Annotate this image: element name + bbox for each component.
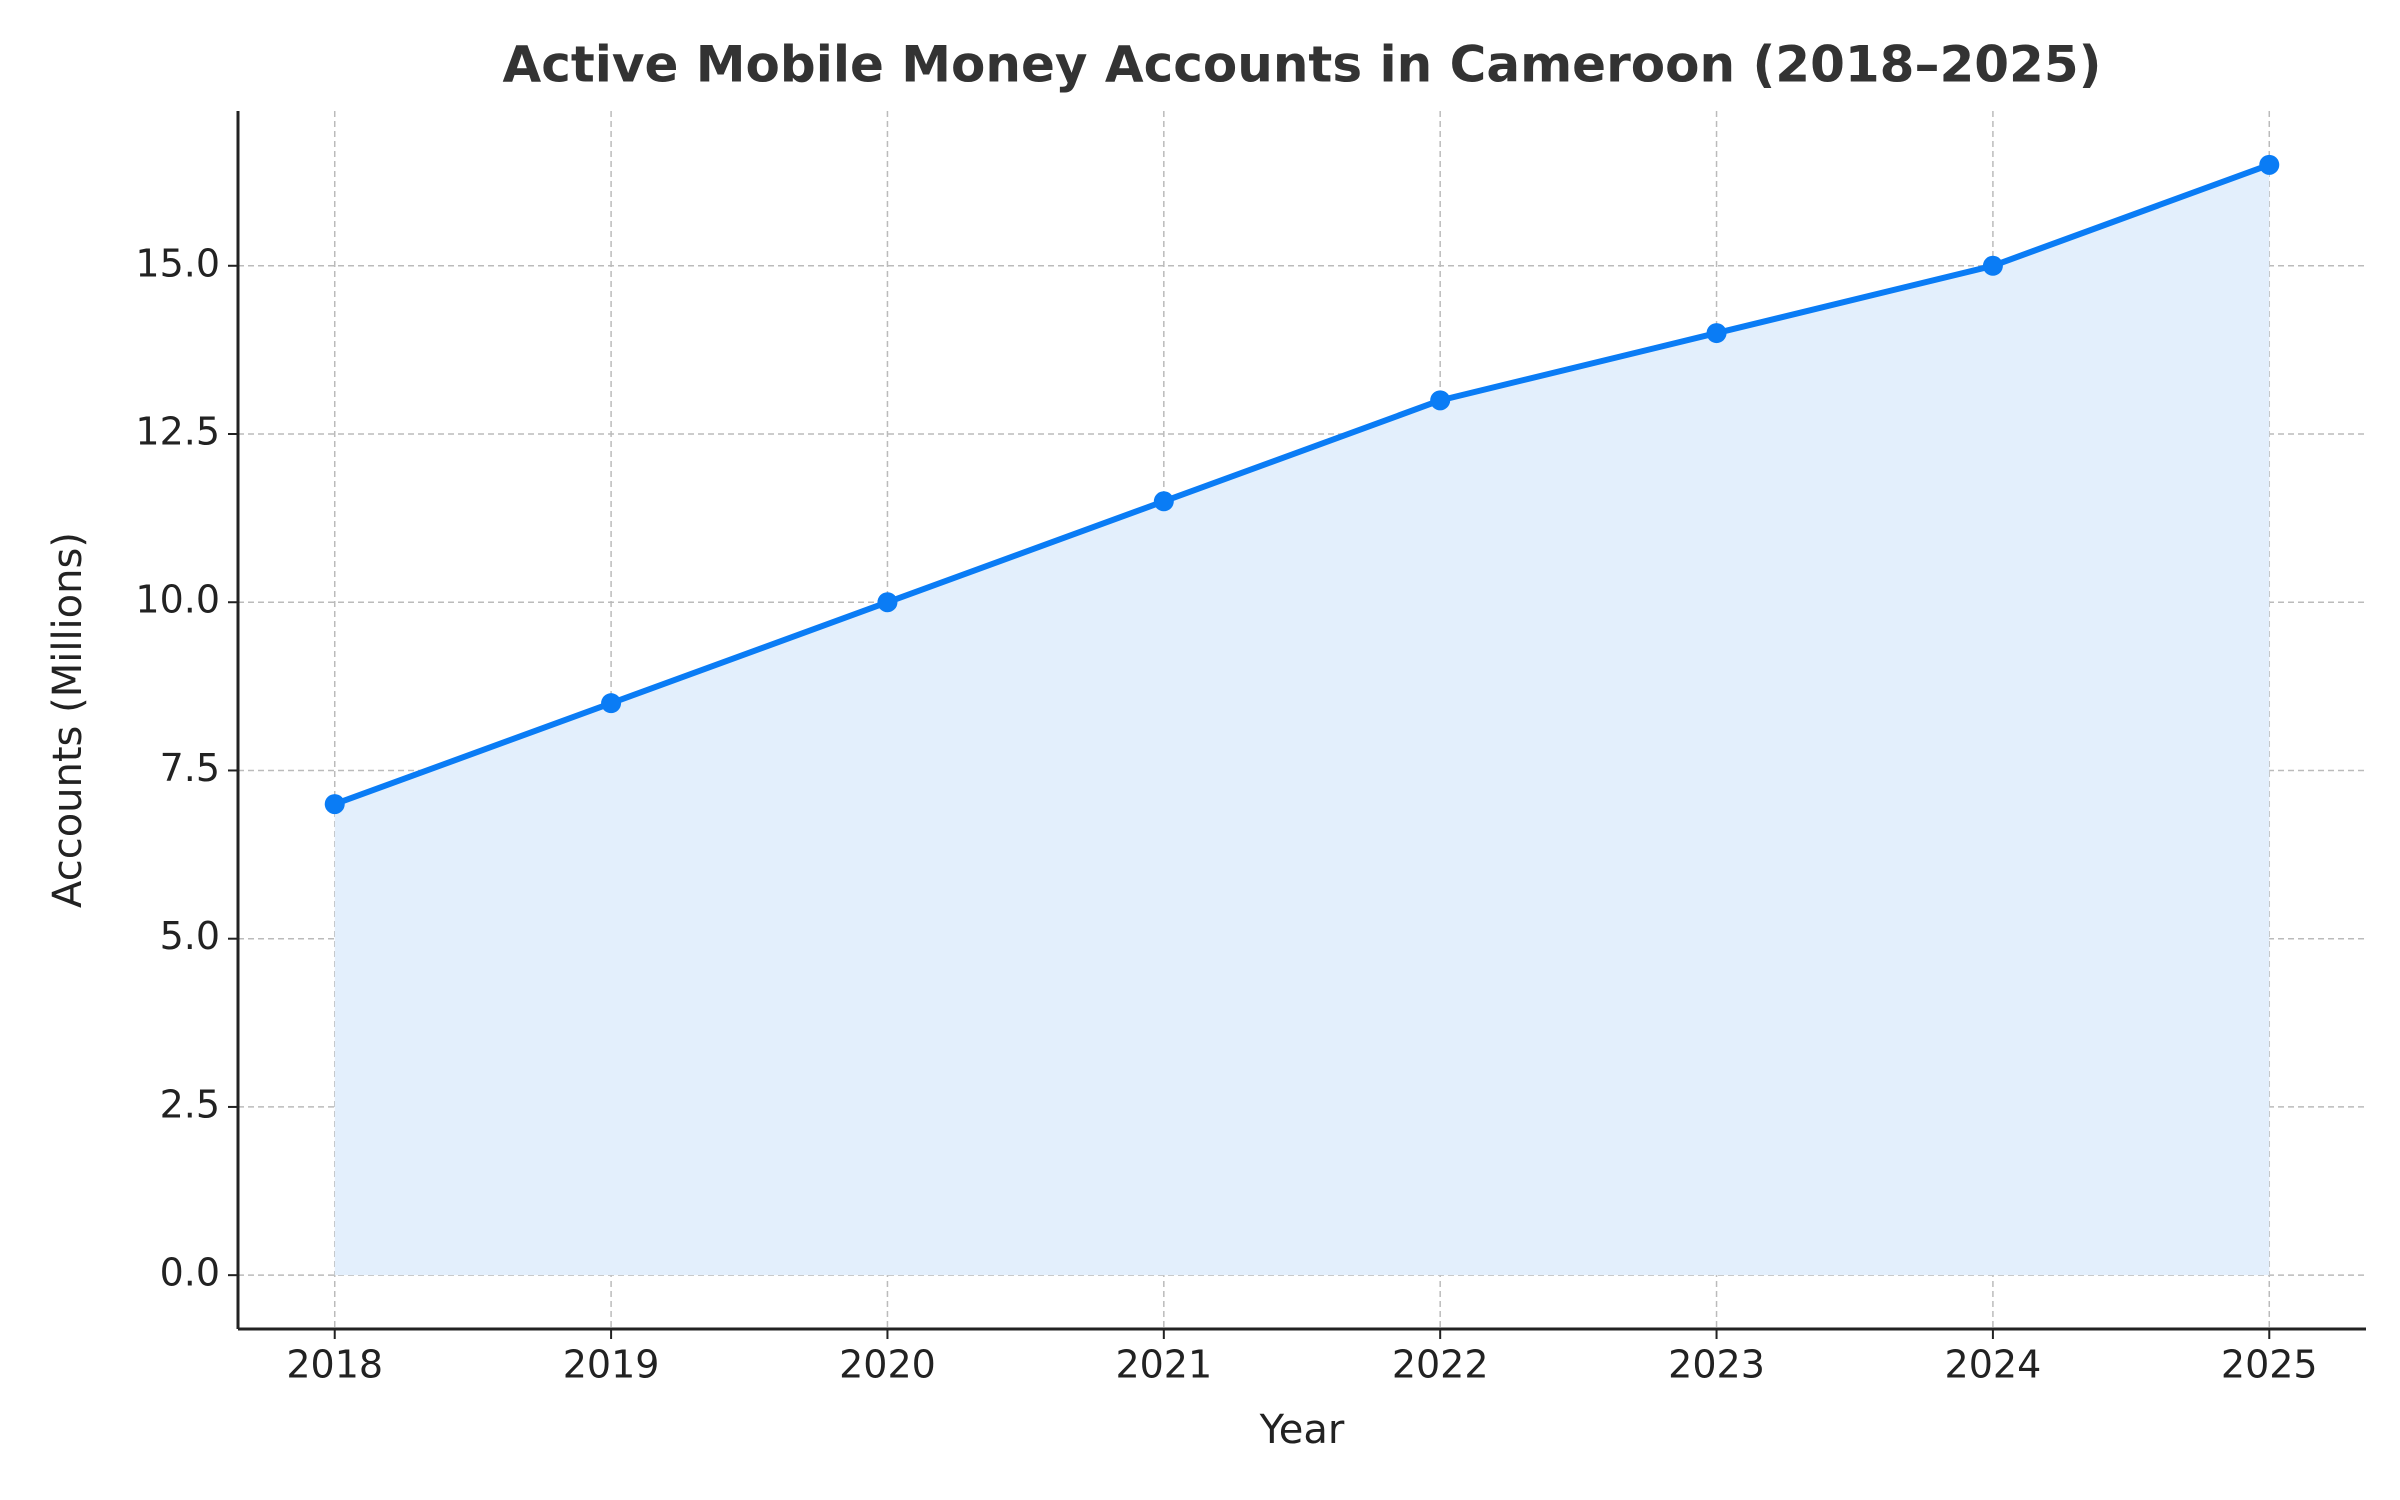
x-tick-label: 2025: [2221, 1343, 2318, 1387]
y-tick-label: 2.5: [160, 1082, 220, 1126]
x-axis-label: Year: [1259, 1407, 1345, 1453]
y-tick-label: 0.0: [160, 1251, 220, 1295]
x-tick-label: 2022: [1392, 1343, 1489, 1387]
y-tick-label: 5.0: [160, 914, 220, 958]
area: [334, 164, 2270, 1276]
line: [333, 162, 2271, 807]
x-tick-label: 2024: [1945, 1343, 2042, 1387]
x-tick-label: 2020: [839, 1343, 936, 1387]
point: [1153, 491, 1174, 512]
point: [601, 693, 622, 714]
y-tick-label: 7.5: [160, 746, 220, 790]
chart-title: Active Mobile Money Accounts in Cameroon…: [503, 36, 2102, 94]
point: [877, 592, 898, 613]
point: [2259, 154, 2280, 175]
y-axis-label: Accounts (Millions): [45, 532, 91, 908]
y-tick-label: 10.0: [135, 578, 220, 622]
y-tick-label: 12.5: [135, 410, 220, 454]
point: [1430, 390, 1451, 411]
x-tick-label: 2019: [563, 1343, 660, 1387]
point: [1982, 255, 2003, 276]
y-tick-label: 15.0: [135, 241, 220, 285]
point: [324, 794, 345, 815]
x-tick-label: 2018: [286, 1343, 383, 1387]
point: [1706, 323, 1727, 344]
x-tick-label: 2023: [1668, 1343, 1765, 1387]
x-tick-label: 2021: [1115, 1343, 1212, 1387]
